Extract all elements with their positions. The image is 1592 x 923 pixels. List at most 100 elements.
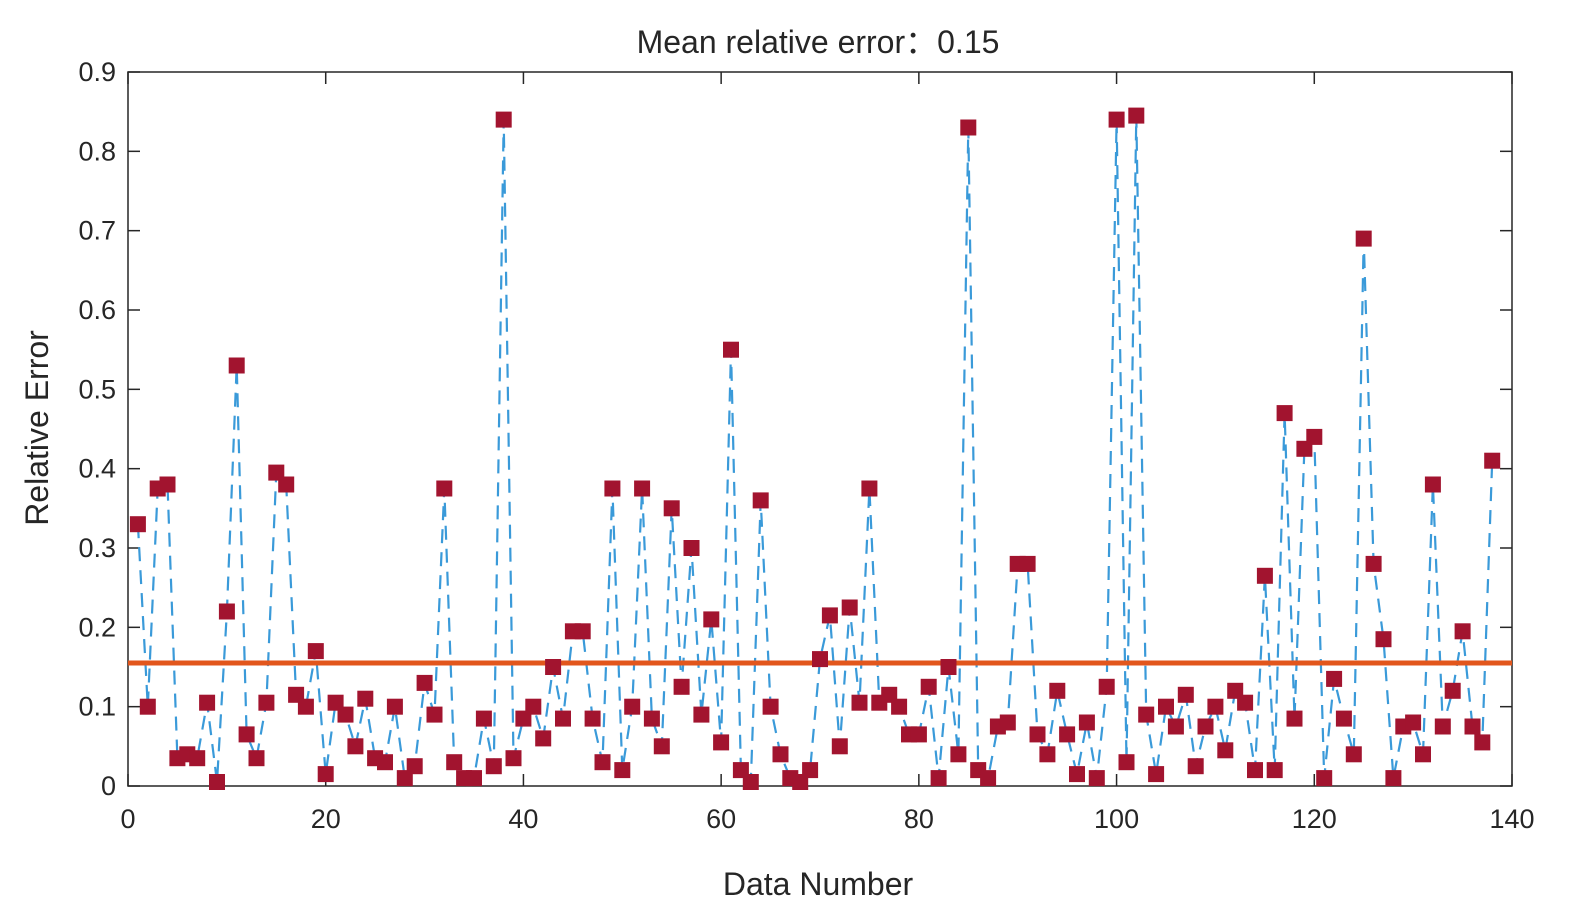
data-point xyxy=(446,754,463,771)
data-point xyxy=(723,341,739,358)
data-point xyxy=(129,516,146,533)
data-point xyxy=(1019,555,1036,572)
data-point xyxy=(1326,670,1343,687)
data-point xyxy=(594,754,611,771)
data-point xyxy=(337,706,354,723)
data-point xyxy=(614,762,631,779)
data-point xyxy=(1098,678,1115,695)
data-point xyxy=(1256,567,1273,584)
data-point xyxy=(752,492,769,509)
data-point xyxy=(762,698,779,715)
data-point xyxy=(1266,762,1283,779)
x-tick-label: 0 xyxy=(120,804,135,834)
data-point xyxy=(386,698,403,715)
data-point xyxy=(475,710,492,727)
data-point xyxy=(604,480,621,497)
data-point xyxy=(466,770,482,787)
data-point xyxy=(861,480,878,497)
data-point xyxy=(643,710,660,727)
x-tick-label: 100 xyxy=(1094,804,1139,834)
data-point xyxy=(209,774,225,790)
data-point xyxy=(812,651,828,668)
data-point xyxy=(1049,682,1066,699)
data-point xyxy=(574,623,591,640)
data-point xyxy=(1385,770,1402,787)
data-point xyxy=(950,746,967,763)
data-point xyxy=(1197,718,1214,735)
data-point xyxy=(920,678,937,695)
data-point xyxy=(821,607,838,624)
data-point xyxy=(1484,452,1501,469)
y-tick-label: 0.6 xyxy=(78,295,116,325)
data-point xyxy=(1464,718,1481,735)
data-point xyxy=(416,674,433,691)
data-point xyxy=(930,770,947,787)
data-point xyxy=(1424,476,1441,493)
data-point xyxy=(1167,718,1184,735)
data-point xyxy=(199,694,216,711)
data-point xyxy=(742,774,759,790)
data-point xyxy=(1316,770,1333,787)
x-tick-label: 120 xyxy=(1292,804,1337,834)
data-point xyxy=(189,750,206,767)
data-point xyxy=(1217,742,1234,759)
data-point xyxy=(940,659,957,675)
x-tick-label: 140 xyxy=(1489,804,1534,834)
data-point xyxy=(297,698,314,715)
data-point xyxy=(357,690,374,707)
y-tick-label: 0.8 xyxy=(78,136,116,166)
data-point xyxy=(1355,230,1372,247)
data-point xyxy=(1069,766,1085,783)
data-point xyxy=(1276,405,1293,422)
data-point xyxy=(703,611,720,628)
data-point xyxy=(1247,762,1263,779)
data-point xyxy=(228,357,245,374)
y-tick-label: 0.3 xyxy=(78,533,116,563)
data-point xyxy=(1335,710,1352,727)
data-point xyxy=(1375,631,1392,648)
data-point xyxy=(960,119,977,136)
data-point xyxy=(1177,686,1194,703)
y-tick-label: 0.1 xyxy=(78,692,116,722)
data-point xyxy=(891,698,908,715)
data-point xyxy=(693,706,710,723)
data-point xyxy=(278,476,295,493)
data-point xyxy=(347,738,364,755)
data-point xyxy=(1444,682,1461,699)
data-point xyxy=(218,603,235,620)
data-point xyxy=(980,770,997,787)
data-point xyxy=(1454,623,1471,640)
data-point xyxy=(1128,107,1145,124)
data-point xyxy=(1059,726,1076,743)
y-tick-label: 0.2 xyxy=(78,612,116,642)
data-point xyxy=(1158,698,1174,715)
data-point xyxy=(1088,770,1105,787)
data-point xyxy=(1187,758,1204,775)
data-point xyxy=(584,710,601,727)
y-axis-title: Relative Error xyxy=(19,330,55,526)
data-point xyxy=(653,738,670,755)
data-point xyxy=(831,738,848,755)
data-point xyxy=(1365,555,1382,572)
data-point xyxy=(1415,746,1431,763)
y-tick-label: 0.5 xyxy=(78,374,116,404)
data-point xyxy=(713,734,730,751)
data-point xyxy=(485,758,502,775)
data-point xyxy=(406,758,423,775)
data-point xyxy=(139,698,156,715)
data-point xyxy=(1118,754,1135,771)
data-point xyxy=(238,726,255,743)
data-point xyxy=(317,766,334,783)
data-point xyxy=(1039,746,1056,763)
y-tick-label: 0.7 xyxy=(78,216,116,246)
data-point xyxy=(1108,111,1125,128)
data-point xyxy=(1207,698,1224,715)
series-line xyxy=(136,115,1494,785)
data-point xyxy=(1286,710,1303,727)
data-point xyxy=(1078,714,1095,731)
chart-title: Mean relative error：0.15 xyxy=(637,24,1000,60)
data-point xyxy=(1138,706,1155,723)
